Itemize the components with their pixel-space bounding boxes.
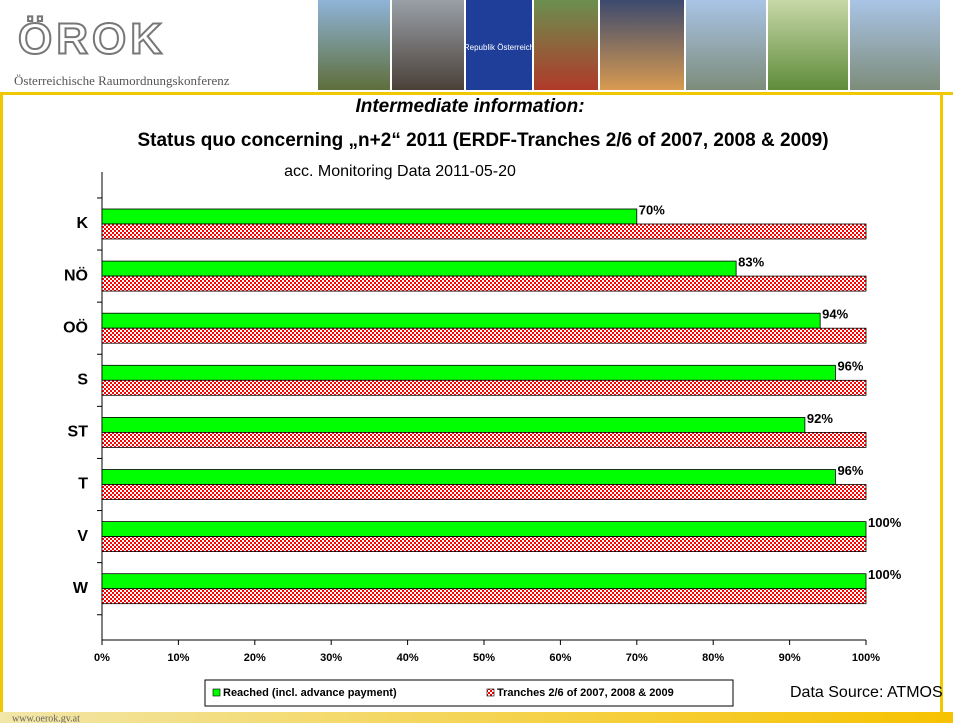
y-tick-label: S [77, 372, 88, 389]
footer-url: www.oerok.gv.at [12, 713, 80, 723]
legend-label: Reached (incl. advance payment) [223, 687, 397, 699]
value-label: 96% [837, 463, 863, 478]
bar [101, 416, 806, 433]
x-tick-label: 20% [244, 652, 266, 664]
tagline: Österreichische Raumordnungskonferenz [14, 73, 230, 88]
value-label: 96% [837, 359, 863, 374]
y-tick-label: K [76, 215, 88, 232]
bar [101, 484, 867, 500]
y-tick-label: W [73, 580, 89, 597]
bar [101, 223, 867, 240]
value-label: 94% [822, 307, 848, 322]
border [0, 95, 3, 713]
x-tick-label: 90% [779, 652, 801, 664]
chart-title: Intermediate information: [355, 96, 584, 117]
value-label: 92% [807, 411, 833, 426]
legend-swatch [486, 688, 495, 697]
bar [101, 275, 867, 292]
x-tick-label: 30% [320, 652, 342, 664]
photo [768, 0, 848, 90]
photo [850, 0, 940, 90]
y-tick-label: ST [68, 424, 89, 441]
footer-bar [0, 712, 953, 723]
bar [101, 260, 737, 277]
x-tick-label: 60% [549, 652, 571, 664]
value-label: 70% [639, 202, 665, 217]
bar [101, 573, 867, 590]
bar [101, 327, 867, 344]
x-tick-label: 100% [852, 652, 880, 664]
photo [534, 0, 598, 90]
source: Data Source: ATMOS [790, 684, 943, 701]
x-tick-label: 10% [167, 652, 189, 664]
header-line [0, 92, 953, 95]
value-label: 100% [868, 567, 902, 582]
x-tick-label: 50% [473, 652, 495, 664]
photo [318, 0, 390, 90]
bar [101, 588, 867, 605]
bar [101, 521, 867, 537]
bar [101, 364, 836, 381]
flag-text: Republik Österreich [464, 43, 534, 52]
bar [101, 536, 867, 552]
legend-label: Tranches 2/6 of 2007, 2008 & 2009 [497, 687, 674, 699]
legend-swatch [212, 688, 221, 697]
value-label: 100% [868, 515, 902, 530]
photo [600, 0, 684, 90]
chart-subtitle: Status quo concerning „n+2“ 2011 (ERDF-T… [137, 130, 828, 151]
x-tick-label: 40% [397, 652, 419, 664]
chart-note: acc. Monitoring Data 2011-05-20 [284, 163, 516, 180]
y-tick-label: NÖ [64, 265, 88, 284]
legend-box [204, 679, 734, 707]
value-label: 83% [738, 255, 764, 270]
photo [686, 0, 766, 90]
bar [101, 312, 821, 329]
logo: ÖROK [18, 15, 166, 64]
bar [101, 379, 867, 396]
y-tick-label: T [78, 476, 88, 493]
photo [392, 0, 464, 90]
bar [101, 469, 836, 485]
eu-flag [466, 0, 532, 90]
bar [101, 431, 867, 448]
y-tick-label: OÖ [63, 317, 88, 336]
border [940, 95, 943, 713]
y-tick-label: V [77, 528, 88, 545]
bar [101, 208, 638, 225]
x-tick-label: 70% [626, 652, 648, 664]
x-tick-label: 80% [702, 652, 724, 664]
x-tick-label: 0% [94, 652, 110, 664]
